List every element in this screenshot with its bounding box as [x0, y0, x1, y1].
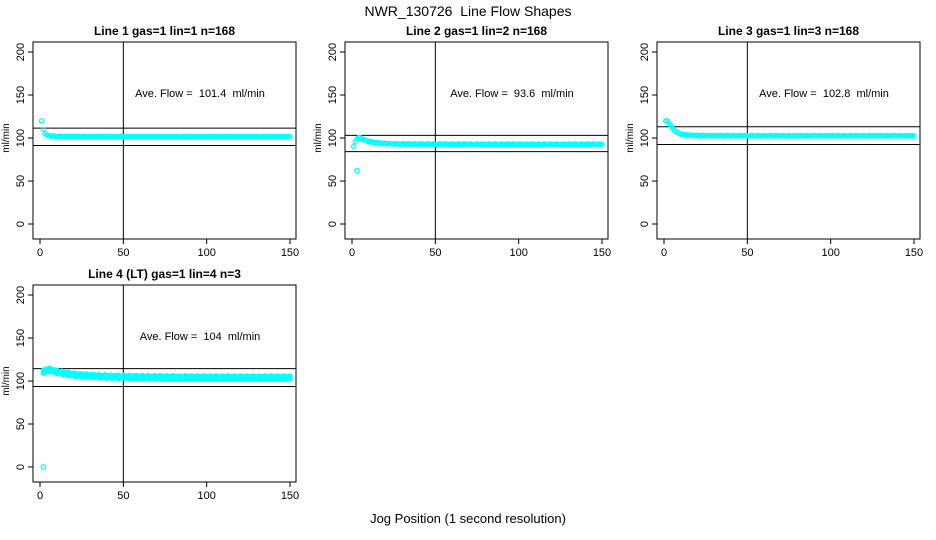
panel-line-4: Line 4 (LT) gas=1 lin=4 n=3 0 50 100 150 0 50…	[0, 265, 312, 508]
data-point	[599, 141, 605, 148]
ave-flow-annotation: Ave. Flow = 101.4 ml/min	[135, 88, 265, 100]
ave-flow-annotation: Ave. Flow = 104 ml/min	[139, 331, 261, 343]
x-tick-label: 50	[741, 247, 753, 259]
y-tick-label: 200	[327, 43, 339, 61]
data-points	[40, 365, 293, 470]
panel-title: Line 4 (LT) gas=1 lin=4 n=3	[88, 267, 241, 281]
outlier-point	[40, 464, 47, 470]
y-tick-label: 0	[15, 464, 27, 470]
outlier-point	[354, 167, 360, 174]
y-tick-label: 150	[639, 86, 651, 104]
y-tick-label: 0	[15, 221, 27, 227]
plot-box	[32, 284, 297, 483]
data-points	[350, 134, 605, 174]
y-axis-label: ml/min	[1, 123, 12, 152]
empty-cell	[312, 265, 624, 508]
x-tick-label: 150	[905, 247, 923, 259]
x-tick-label: 50	[429, 247, 441, 259]
panel-chart-line-3: 0 50 100 150 0 50 100 150 200 ml/min	[625, 41, 923, 259]
y-tick-label: 200	[639, 43, 651, 61]
panel-title: Line 1 gas=1 lin=1 n=168	[93, 24, 236, 38]
y-axis-label: ml/min	[313, 123, 324, 152]
panel-title: Line 2 gas=1 lin=2 n=168	[405, 24, 548, 38]
y-tick-label: 50	[15, 175, 27, 187]
x-tick-label: 150	[593, 247, 611, 259]
data-point	[350, 143, 357, 150]
y-tick-label: 100	[15, 129, 27, 147]
figure-title: NWR_130726 Line Flow Shapes	[364, 3, 572, 19]
outlier-point	[38, 117, 45, 124]
data-points	[38, 117, 293, 140]
x-tick-label: 100	[509, 247, 527, 259]
y-tick-label: 100	[327, 129, 339, 147]
empty-cell	[624, 265, 936, 508]
x-tick-label: 100	[197, 490, 215, 502]
y-tick-label: 100	[15, 372, 27, 390]
data-point	[911, 133, 917, 139]
y-tick-label: 150	[15, 329, 27, 347]
x-tick-label: 150	[281, 247, 299, 259]
panel-chart-line-2: 0 50 100 150 0 50 100 150 200 ml/min	[313, 41, 611, 259]
x-tick-label: 0	[37, 247, 43, 259]
y-axis-label: ml/min	[625, 123, 636, 152]
y-axis-label: ml/min	[1, 366, 12, 395]
x-tick-label: 100	[197, 247, 215, 259]
x-tick-label: 50	[117, 490, 129, 502]
x-tick-label: 100	[821, 247, 839, 259]
panel-chart-line-4: 0 50 100 150 0 50 100 150 200 ml/min	[1, 284, 299, 502]
x-tick-label: 0	[349, 247, 355, 259]
ave-flow-annotation: Ave. Flow = 102.8 ml/min	[759, 88, 889, 100]
data-point	[287, 134, 293, 140]
y-tick-label: 150	[327, 86, 339, 104]
y-tick-label: 0	[327, 221, 339, 227]
x-tick-label: 50	[117, 247, 129, 259]
y-tick-label: 50	[327, 175, 339, 187]
x-tick-label: 150	[281, 490, 299, 502]
panel-line-2: Line 2 gas=1 lin=2 n=168 0 50 100 150 0 50 100…	[312, 22, 624, 265]
plot-box	[656, 41, 921, 240]
y-tick-label: 100	[639, 129, 651, 147]
plot-box	[32, 41, 297, 240]
ave-flow-annotation: Ave. Flow = 93.6 ml/min	[450, 88, 574, 100]
panel-line-3: Line 3 gas=1 lin=3 n=168 0 50 100 150 0 50 100…	[624, 22, 936, 265]
y-tick-label: 0	[639, 221, 651, 227]
panel-line-1: Line 1 gas=1 lin=1 n=168 0 50 100 150 0 50 100…	[0, 22, 312, 265]
plot-box	[344, 41, 609, 240]
data-points	[662, 118, 917, 139]
y-tick-label: 150	[15, 86, 27, 104]
data-point	[287, 373, 293, 379]
panel-grid: Line 1 gas=1 lin=1 n=168 0 50 100 150 0 50 100…	[0, 22, 936, 508]
x-axis-figure-label: Jog Position (1 second resolution)	[370, 511, 566, 526]
y-tick-label: 50	[15, 418, 27, 430]
panel-title: Line 3 gas=1 lin=3 n=168	[717, 24, 860, 38]
panel-chart-line-1: 0 50 100 150 0 50 100 150 200 ml/min	[1, 41, 299, 259]
y-tick-label: 50	[639, 175, 651, 187]
x-tick-label: 0	[37, 490, 43, 502]
y-tick-label: 200	[15, 43, 27, 61]
x-tick-label: 0	[661, 247, 667, 259]
y-tick-label: 200	[15, 286, 27, 304]
